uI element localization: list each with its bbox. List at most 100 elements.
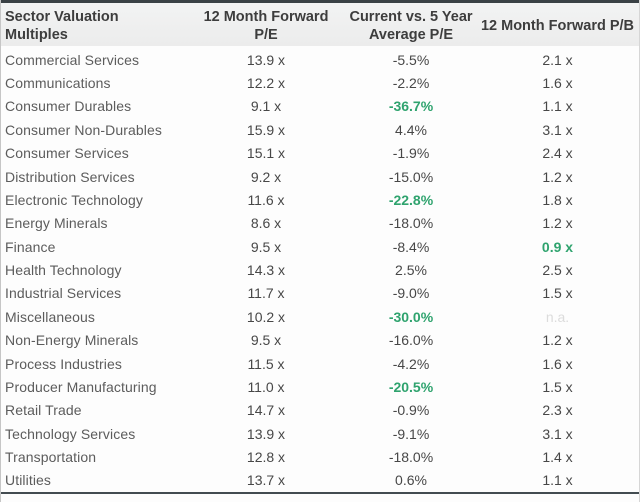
current-vs-5yr-avg-value: -4.2% <box>392 355 430 372</box>
table-header: Sector Valuation Multiples 12 Month Forw… <box>1 3 639 46</box>
header-forward-pe-line2: P/E <box>254 26 278 43</box>
forward-pb-value: n.a. <box>545 308 570 325</box>
header-current-vs-5yr: Current vs. 5 Year Average P/E <box>346 6 476 44</box>
forward-pb-value: 2.5 x <box>542 262 573 279</box>
sector-name: Process Industries <box>5 355 122 372</box>
current-vs-5yr-avg-value: -8.4% <box>392 238 430 255</box>
forward-pe-value: 13.7 x <box>246 472 286 489</box>
forward-pe-value: 15.9 x <box>246 121 286 138</box>
current-vs-5yr-avg-value: -22.8% <box>388 191 434 208</box>
header-current-vs-5yr-line2: Average P/E <box>368 26 454 43</box>
current-vs-5yr-avg-value: -16.0% <box>388 332 434 349</box>
sector-name: Non-Energy Minerals <box>5 332 139 349</box>
table-row: Retail Trade 14.7 x -0.9% 2.3 x <box>1 399 639 422</box>
table-row: Non-Energy Minerals 9.5 x -16.0% 1.2 x <box>1 329 639 352</box>
sector-name: Communications <box>5 75 111 92</box>
sector-name: Consumer Durables <box>5 98 132 115</box>
table-row: Consumer Services 15.1 x -1.9% 2.4 x <box>1 142 639 165</box>
forward-pe-value: 9.5 x <box>250 332 282 349</box>
header-sector-line2: Multiples <box>5 26 68 43</box>
forward-pb-value: 2.4 x <box>542 145 573 162</box>
header-forward-pb-label: 12 Month Forward P/B <box>480 17 635 34</box>
sector-name: Distribution Services <box>5 168 135 185</box>
table-row: Process Industries 11.5 x -4.2% 1.6 x <box>1 352 639 375</box>
forward-pb-value: 2.1 x <box>542 51 573 68</box>
sector-name: Retail Trade <box>5 402 82 419</box>
forward-pb-value: 2.3 x <box>542 402 573 419</box>
sector-name: Electronic Technology <box>5 191 144 208</box>
header-forward-pe-line1: 12 Month Forward <box>203 8 329 25</box>
sector-name: Utilities <box>5 472 52 489</box>
table-row: Electronic Technology 11.6 x -22.8% 1.8 … <box>1 188 639 211</box>
current-vs-5yr-avg-value: -9.1% <box>392 425 430 442</box>
forward-pb-value: 1.6 x <box>542 355 573 372</box>
current-vs-5yr-avg-value: -9.0% <box>392 285 430 302</box>
sector-name: Miscellaneous <box>5 308 96 325</box>
header-forward-pe: 12 Month Forward P/E <box>186 6 346 44</box>
forward-pe-value: 9.1 x <box>250 98 282 115</box>
forward-pb-value: 1.1 x <box>542 98 573 115</box>
table-row: Communications 12.2 x -2.2% 1.6 x <box>1 71 639 94</box>
sector-name: Consumer Non-Durables <box>5 121 162 138</box>
header-sector-line1: Sector Valuation <box>5 8 119 25</box>
table-row: Finance 9.5 x -8.4% 0.9 x <box>1 235 639 258</box>
table-row: Producer Manufacturing 11.0 x -20.5% 1.5… <box>1 375 639 398</box>
current-vs-5yr-avg-value: -30.0% <box>388 308 434 325</box>
table-row: Miscellaneous 10.2 x -30.0% n.a. <box>1 305 639 328</box>
forward-pe-value: 8.6 x <box>250 215 282 232</box>
forward-pe-value: 11.0 x <box>247 378 285 395</box>
forward-pe-value: 10.2 x <box>246 308 286 325</box>
forward-pe-value: 12.8 x <box>246 449 286 466</box>
forward-pb-value: 1.6 x <box>542 75 573 92</box>
forward-pe-value: 11.7 x <box>247 285 285 302</box>
sector-name: Producer Manufacturing <box>5 378 157 395</box>
current-vs-5yr-avg-value: 2.5% <box>395 262 427 279</box>
table-row: Industrial Services 11.7 x -9.0% 1.5 x <box>1 282 639 305</box>
header-sector-multiples: Sector Valuation Multiples <box>1 6 186 44</box>
forward-pe-value: 9.5 x <box>250 238 282 255</box>
table-row: Utilities 13.7 x 0.6% 1.1 x <box>1 469 639 492</box>
forward-pe-value: 14.3 x <box>246 262 286 279</box>
forward-pb-value: 1.4 x <box>542 449 573 466</box>
current-vs-5yr-avg-value: -18.0% <box>388 449 434 466</box>
table-body: Commercial Services 13.9 x -5.5% 2.1 x C… <box>1 46 639 492</box>
sector-name: Commercial Services <box>5 51 140 68</box>
sector-name: Industrial Services <box>5 285 122 302</box>
sector-name: Finance <box>5 238 56 255</box>
table-row: Technology Services 13.9 x -9.1% 3.1 x <box>1 422 639 445</box>
current-vs-5yr-avg-value: 4.4% <box>395 121 427 138</box>
current-vs-5yr-avg-value: -0.9% <box>392 402 430 419</box>
forward-pb-value: 1.1 x <box>542 472 573 489</box>
sector-name: Consumer Services <box>5 145 129 162</box>
sector-name: Health Technology <box>5 262 122 279</box>
forward-pb-value: 1.5 x <box>542 285 573 302</box>
header-current-vs-5yr-line1: Current vs. 5 Year <box>349 8 473 25</box>
forward-pb-value: 3.1 x <box>542 121 573 138</box>
current-vs-5yr-avg-value: -18.0% <box>388 215 434 232</box>
forward-pb-value: 3.1 x <box>542 425 573 442</box>
table-bottom-rule <box>1 492 639 494</box>
current-vs-5yr-avg-value: -2.2% <box>392 75 430 92</box>
current-vs-5yr-avg-value: -5.5% <box>392 51 430 68</box>
current-vs-5yr-avg-value: -36.7% <box>388 98 434 115</box>
forward-pe-value: 11.5 x <box>247 355 285 372</box>
table-row: Health Technology 14.3 x 2.5% 2.5 x <box>1 258 639 281</box>
forward-pb-value: 1.8 x <box>542 191 573 208</box>
forward-pe-value: 15.1 x <box>246 145 286 162</box>
forward-pe-value: 13.9 x <box>246 425 286 442</box>
forward-pb-value: 1.2 x <box>542 215 573 232</box>
current-vs-5yr-avg-value: -20.5% <box>388 378 434 395</box>
forward-pb-value: 1.2 x <box>542 168 573 185</box>
forward-pb-value: 1.2 x <box>542 332 573 349</box>
forward-pb-value: 0.9 x <box>541 238 574 255</box>
sector-name: Energy Minerals <box>5 215 108 232</box>
sector-name: Technology Services <box>5 425 136 442</box>
table-row: Energy Minerals 8.6 x -18.0% 1.2 x <box>1 212 639 235</box>
table-row: Commercial Services 13.9 x -5.5% 2.1 x <box>1 48 639 71</box>
forward-pe-value: 9.2 x <box>250 168 282 185</box>
forward-pb-value: 1.5 x <box>542 378 573 395</box>
current-vs-5yr-avg-value: -15.0% <box>388 168 434 185</box>
forward-pe-value: 13.9 x <box>246 51 286 68</box>
table-row: Consumer Non-Durables 15.9 x 4.4% 3.1 x <box>1 118 639 141</box>
